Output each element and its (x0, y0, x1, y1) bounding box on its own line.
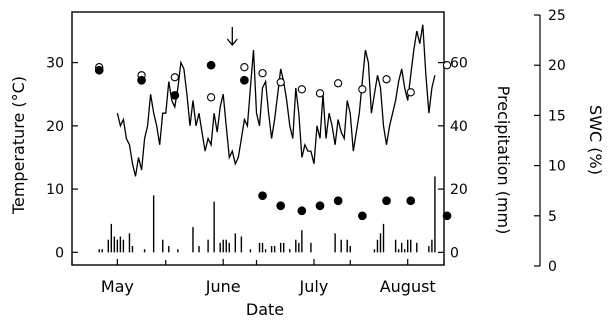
swc-filled-point (276, 201, 286, 211)
temperature-series (116, 24, 436, 177)
swc-open-point (442, 61, 452, 70)
swc-open-point (258, 69, 267, 78)
temperature-line (116, 24, 436, 177)
temperature-axis: 0 10 20 30 (46, 56, 78, 261)
swc-open-point (206, 93, 216, 102)
swc-tick-label: 25 (548, 8, 566, 24)
swc-axis-title: SWC (%) (586, 105, 605, 175)
precipitation-bars (98, 176, 436, 253)
swc-filled-point (137, 75, 146, 85)
swc-open-point (358, 85, 367, 94)
precipitation-axis: 0 20 40 60 (438, 56, 468, 261)
swc-filled-point (206, 60, 216, 70)
swc-filled-point (94, 65, 104, 75)
swc-axis: 0 5 10 15 20 25 (534, 8, 566, 275)
plot-frame (71, 11, 445, 266)
down-arrow-icon (226, 27, 238, 47)
swc-filled-point (406, 196, 416, 206)
swc-open-point (297, 85, 307, 94)
temperature-axis-title: Temperature (°C) (9, 76, 28, 215)
swc-tick-label: 15 (548, 108, 566, 124)
precipitation-axis-title: Precipitation (mm) (494, 86, 513, 235)
swc-filled-point (333, 196, 343, 206)
swc-tick-label: 0 (548, 259, 557, 275)
precipitation-tick-label: 20 (450, 182, 468, 198)
swc-filled-series (94, 60, 452, 221)
swc-open-point (170, 73, 179, 82)
swc-filled-point (382, 196, 391, 206)
date-tick-label: July (299, 277, 329, 296)
swc-open-point (406, 88, 415, 97)
annotations (226, 27, 238, 47)
precipitation-tick-label: 40 (450, 119, 468, 135)
swc-filled-point (442, 211, 452, 221)
swc-open-point (240, 63, 249, 72)
temperature-tick-label: 0 (55, 245, 64, 261)
swc-open-point (315, 89, 325, 98)
swc-open-point (333, 79, 343, 88)
temperature-tick-label: 10 (46, 182, 64, 198)
date-tick-label: August (380, 277, 436, 296)
swc-filled-point (240, 75, 249, 85)
precipitation-tick-label: 0 (450, 245, 459, 261)
swc-tick-label: 20 (548, 58, 566, 74)
swc-filled-point (297, 206, 307, 216)
swc-tick-label: 5 (548, 209, 557, 225)
swc-filled-point (258, 191, 267, 201)
date-tick-label: May (101, 277, 134, 296)
swc-filled-point (170, 90, 180, 100)
swc-filled-point (315, 201, 325, 211)
date-axis: May June July August (71, 259, 445, 296)
precipitation-tick-label: 60 (450, 56, 468, 72)
temperature-tick-label: 20 (46, 119, 64, 135)
temperature-tick-label: 30 (46, 56, 64, 72)
swc-tick-label: 10 (548, 159, 566, 175)
x-axis-title: Date (246, 300, 284, 319)
date-tick-label: June (205, 277, 241, 296)
swc-open-point (276, 78, 285, 87)
swc-open-point (382, 75, 391, 84)
swc-open-series (95, 61, 452, 102)
swc-filled-point (357, 211, 367, 221)
